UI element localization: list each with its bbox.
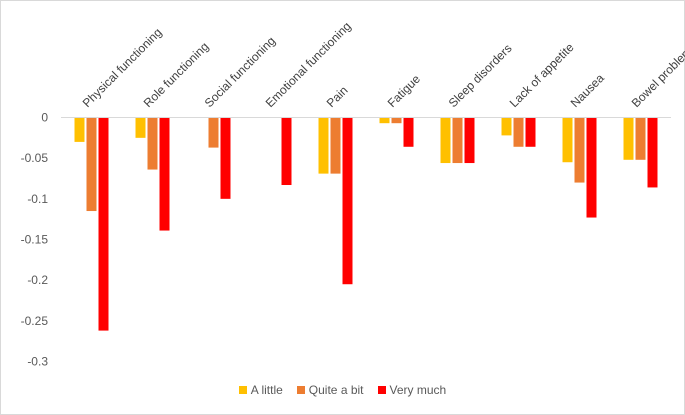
bar-very-much <box>98 117 109 331</box>
bar-quite-a-bit <box>513 117 524 147</box>
bar-very-much <box>586 117 597 218</box>
y-tick-label: -0.25 <box>21 314 49 328</box>
legend-item-very-much: Very much <box>377 383 447 397</box>
bar-quite-a-bit <box>391 117 402 124</box>
bar-a-little <box>501 117 512 136</box>
bar-a-little <box>135 117 146 138</box>
bar-very-much <box>281 117 292 186</box>
legend: A little Quite a bit Very much <box>0 383 685 397</box>
category-label: Fatigue <box>385 72 423 110</box>
bar-very-much <box>220 117 231 199</box>
bar-very-much <box>159 117 170 231</box>
bar-quite-a-bit <box>635 117 646 160</box>
category-label: Lack of appetite <box>507 40 577 110</box>
bar-quite-a-bit <box>208 117 219 148</box>
legend-swatch-a-little <box>238 386 247 394</box>
y-tick-label: -0.3 <box>27 355 48 369</box>
bar-quite-a-bit <box>574 117 585 183</box>
bar-very-much <box>464 117 475 164</box>
bar-quite-a-bit <box>86 117 97 212</box>
bar-quite-a-bit <box>452 117 463 164</box>
legend-label-a-little: A little <box>250 383 283 397</box>
category-label: Pain <box>324 83 351 110</box>
legend-item-quite-a-bit: Quite a bit <box>296 383 364 397</box>
bar-a-little <box>562 117 573 163</box>
category-label: Nausea <box>568 71 607 110</box>
y-tick-label: 0 <box>41 111 48 125</box>
legend-swatch-quite-a-bit <box>296 386 305 394</box>
y-tick-label: -0.1 <box>27 192 48 206</box>
bar-quite-a-bit <box>330 117 341 174</box>
bar-a-little <box>74 117 85 142</box>
y-tick-label: -0.2 <box>27 273 48 287</box>
bar-a-little <box>440 117 451 164</box>
bar-very-much <box>647 117 658 188</box>
bar-very-much <box>342 117 353 285</box>
category-label: Sleep disorders <box>446 41 515 110</box>
bar-a-little <box>379 117 390 124</box>
bar-quite-a-bit <box>147 117 158 170</box>
bar-very-much <box>403 117 414 147</box>
y-tick-label: -0.15 <box>21 233 49 247</box>
bar-very-much <box>525 117 536 147</box>
y-tick-label: -0.05 <box>21 151 49 165</box>
legend-label-very-much: Very much <box>389 383 447 397</box>
category-label: Bowel problems <box>629 40 685 110</box>
legend-item-a-little: A little <box>238 383 283 397</box>
bar-a-little <box>318 117 329 174</box>
category-label: Role functioning <box>141 39 212 110</box>
bar-a-little <box>623 117 634 160</box>
legend-label-quite-a-bit: Quite a bit <box>308 383 364 397</box>
legend-swatch-very-much <box>377 386 386 394</box>
